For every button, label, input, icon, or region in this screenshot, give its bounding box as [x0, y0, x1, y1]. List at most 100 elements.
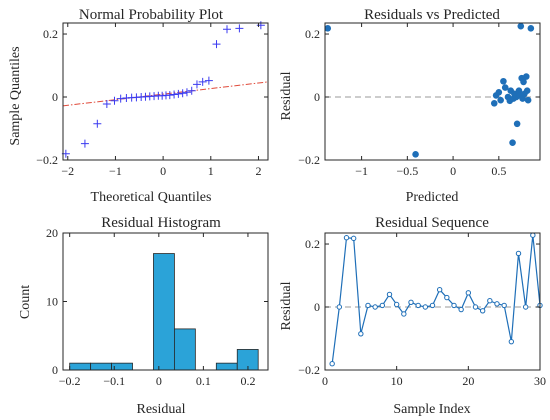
data-point	[324, 25, 332, 32]
data-point	[522, 304, 529, 310]
axes-frame	[62, 22, 269, 161]
chart-title: Residuals vs Predicted	[364, 7, 500, 23]
data-point	[174, 89, 183, 98]
histogram-bar	[153, 253, 175, 371]
data-point	[80, 139, 89, 148]
x-axis-label: Predicted	[406, 190, 459, 205]
y-tick-label: 0	[314, 300, 320, 314]
data-point	[178, 89, 187, 98]
series-line	[331, 235, 541, 364]
y-tick-label: −0.2	[298, 153, 320, 167]
data-point	[350, 235, 357, 242]
chart-title: Residual Sequence	[375, 215, 489, 231]
x-axis-label: Sample Index	[393, 402, 470, 417]
y-tick-label: 0	[52, 363, 58, 377]
data-point	[527, 25, 535, 32]
data-point	[372, 304, 378, 310]
data-point	[408, 299, 414, 305]
data-point	[358, 331, 364, 337]
data-point	[393, 301, 400, 308]
data-point	[517, 22, 525, 30]
x-tick-label: 0.1	[196, 374, 211, 388]
y-tick-label: 0.2	[43, 27, 58, 41]
data-point	[472, 304, 479, 310]
data-point	[415, 302, 421, 309]
residual-sequence-plot: Residual Sequence Sample Index Residual …	[279, 215, 546, 417]
data-point	[522, 73, 530, 80]
x-tick-label: 0.2	[240, 374, 255, 388]
data-point	[520, 78, 527, 86]
x-tick-label: 30	[534, 374, 546, 388]
histogram-bar	[215, 362, 238, 371]
y-axis-label: Count	[18, 285, 33, 319]
x-tick-label: 10	[391, 374, 403, 388]
data-point	[93, 119, 102, 128]
x-tick-label: 2	[255, 164, 261, 178]
data-point	[523, 87, 531, 95]
chart-title: Residual Histogram	[101, 215, 221, 231]
data-point	[412, 151, 419, 158]
data-point	[524, 96, 532, 104]
data-point	[365, 302, 371, 309]
y-axis-label: Residual	[279, 281, 294, 330]
data-point	[487, 298, 493, 304]
data-point	[198, 77, 207, 86]
chart-title: Normal Probability Plot	[79, 7, 224, 23]
data-point	[182, 88, 191, 97]
y-tick-label: 0.2	[305, 237, 320, 251]
data-point	[379, 302, 386, 309]
x-tick-label: −0.5	[396, 164, 418, 178]
data-point	[458, 306, 464, 313]
data-point	[386, 291, 393, 298]
x-tick-label: 0	[322, 374, 328, 388]
data-point	[204, 76, 213, 85]
y-tick-label: 10	[46, 295, 58, 309]
y-tick-label: −0.2	[298, 363, 320, 377]
data-point	[465, 290, 472, 296]
y-tick-label: 0.2	[305, 27, 320, 41]
data-point	[329, 361, 335, 367]
data-point	[501, 302, 507, 309]
y-tick-label: −0.2	[36, 153, 58, 167]
data-point	[497, 96, 504, 104]
data-point	[116, 94, 125, 103]
x-tick-label: −0.1	[103, 374, 125, 388]
data-point	[513, 120, 521, 128]
axes-frame	[324, 232, 541, 371]
x-axis-label: Theoretical Quantiles	[91, 190, 212, 205]
data-point	[170, 90, 179, 99]
data-point	[508, 338, 515, 345]
data-point	[223, 25, 231, 34]
x-tick-label: 1	[208, 164, 214, 178]
data-point	[444, 294, 450, 301]
histogram-bar	[69, 362, 92, 371]
data-point	[479, 308, 486, 314]
data-point	[102, 99, 111, 108]
axes-frame	[324, 22, 541, 161]
y-axis-label: Sample Quantiles	[8, 46, 23, 145]
x-tick-label: −1	[109, 164, 122, 178]
data-point	[515, 250, 522, 257]
x-axis-label: Residual	[137, 402, 186, 417]
data-point	[343, 235, 350, 241]
y-axis-label: Residual	[279, 71, 294, 120]
x-tick-label: 0	[160, 164, 166, 178]
data-point	[336, 304, 343, 310]
data-point	[235, 24, 244, 33]
residual-histogram: Residual Histogram Residual Count −0.2 −0…	[18, 215, 269, 417]
x-tick-label: −2	[61, 164, 74, 178]
data-point	[436, 286, 443, 293]
data-point	[495, 88, 503, 96]
x-tick-label: 0	[156, 374, 162, 388]
data-point	[212, 40, 221, 49]
histogram-bar	[90, 362, 112, 371]
x-tick-label: 0.5	[491, 164, 506, 178]
data-point	[490, 100, 498, 107]
x-tick-label: −0.2	[59, 374, 81, 388]
data-point	[165, 91, 174, 100]
data-point	[530, 232, 536, 238]
x-tick-label: 0	[450, 164, 456, 178]
data-point	[429, 302, 436, 309]
data-point	[422, 304, 429, 310]
